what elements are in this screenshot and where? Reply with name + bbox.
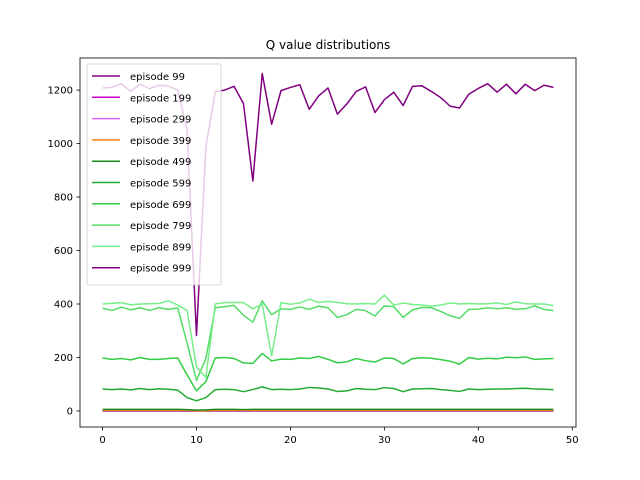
legend-label-1: episode 99 (130, 72, 185, 83)
y-tick-label: 0 (67, 406, 73, 417)
ticks: 0 10 20 30 40 50 0 200 400 600 800 1000 1200 (48, 86, 579, 446)
chart-title: Q value distributions (266, 38, 391, 52)
y-tick-label: 200 (54, 353, 73, 364)
series-line-7 (102, 352, 554, 392)
series-line-6 (102, 386, 554, 402)
y-tick-label: 1200 (48, 86, 73, 97)
y-tick-label: 600 (54, 246, 73, 257)
series-line-5 (102, 408, 554, 411)
y-tick-label: 1000 (48, 139, 73, 150)
x-tick-label: 10 (190, 435, 203, 446)
legend-label-2: episode 199 (130, 93, 191, 104)
legend-label-6: episode 599 (130, 179, 191, 190)
x-tick-label: 20 (284, 435, 297, 446)
legend-label-7: episode 699 (130, 200, 191, 211)
legend-label-9: episode 899 (130, 242, 191, 253)
y-tick-label: 400 (54, 300, 73, 311)
legend-box (86, 63, 222, 286)
x-tick-label: 50 (566, 435, 579, 446)
legend-label-3: episode 299 (130, 115, 191, 126)
legend-label-5: episode 499 (130, 157, 191, 168)
series-line-8 (102, 300, 554, 382)
legend: episode 99 episode 199 episode 299 episode … (86, 63, 222, 286)
plot-lines (102, 72, 554, 412)
legend-label-8: episode 799 (130, 221, 191, 232)
axes (79, 57, 577, 428)
y-tick-label: 800 (54, 193, 73, 204)
axes-frame (79, 57, 577, 428)
series-line-9 (102, 294, 554, 379)
x-tick-label: 40 (472, 435, 485, 446)
x-tick-label: 0 (99, 435, 105, 446)
legend-label-4: episode 399 (130, 136, 191, 147)
legend-label-10: episode 999 (130, 264, 191, 275)
x-tick-label: 30 (378, 435, 391, 446)
